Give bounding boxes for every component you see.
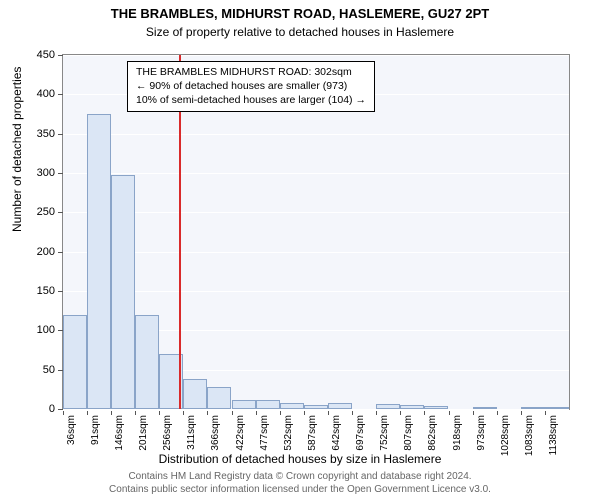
annotation-line: 10% of semi-detached houses are larger (…	[136, 93, 366, 107]
x-axis-label: Distribution of detached houses by size …	[0, 452, 600, 466]
chart-title: THE BRAMBLES, MIDHURST ROAD, HASLEMERE, …	[0, 0, 600, 23]
xtick-label: 862sqm	[427, 415, 438, 451]
ytick-label: 50	[15, 364, 55, 376]
xtick-mark	[424, 411, 425, 415]
xtick-mark	[111, 411, 112, 415]
xtick-mark	[304, 411, 305, 415]
histogram-bar	[87, 114, 111, 409]
histogram-bar	[328, 403, 352, 409]
histogram-bar	[521, 407, 545, 409]
xtick-mark	[183, 411, 184, 415]
histogram-bar	[183, 379, 207, 409]
ytick-label: 0	[15, 403, 55, 415]
ytick-label: 300	[15, 167, 55, 179]
chart-subtitle: Size of property relative to detached ho…	[0, 23, 600, 39]
ytick-mark	[58, 55, 63, 56]
gridline	[63, 291, 569, 292]
histogram-bar	[256, 400, 280, 409]
xtick-mark	[159, 411, 160, 415]
xtick-label: 697sqm	[355, 415, 366, 451]
xtick-mark	[87, 411, 88, 415]
histogram-bar	[376, 404, 400, 410]
annotation-line: ← 90% of detached houses are smaller (97…	[136, 79, 366, 93]
ytick-label: 450	[15, 49, 55, 61]
xtick-label: 422sqm	[235, 415, 246, 451]
histogram-bar	[545, 407, 569, 409]
histogram-bar	[424, 406, 448, 409]
histogram-bar	[111, 175, 135, 409]
xtick-label: 752sqm	[379, 415, 390, 451]
xtick-label: 587sqm	[307, 415, 318, 451]
histogram-bar	[63, 315, 87, 409]
ytick-mark	[58, 409, 63, 410]
ytick-label: 150	[15, 285, 55, 297]
ytick-mark	[58, 252, 63, 253]
xtick-mark	[135, 411, 136, 415]
gridline	[63, 55, 569, 56]
xtick-mark	[328, 411, 329, 415]
ytick-mark	[58, 173, 63, 174]
gridline	[63, 134, 569, 135]
xtick-label: 311sqm	[186, 415, 197, 450]
histogram-bar	[135, 315, 159, 409]
xtick-mark	[280, 411, 281, 415]
xtick-label: 807sqm	[403, 415, 414, 451]
histogram-bar	[473, 407, 497, 409]
plot-wrap: 05010015020025030035040045036sqm91sqm146…	[62, 54, 570, 410]
ytick-mark	[58, 94, 63, 95]
histogram-bar	[232, 400, 256, 409]
histogram-bar	[304, 405, 328, 409]
histogram-bar	[207, 387, 231, 409]
xtick-mark	[63, 411, 64, 415]
xtick-mark	[256, 411, 257, 415]
ytick-label: 100	[15, 324, 55, 336]
xtick-label: 256sqm	[162, 415, 173, 451]
ytick-label: 200	[15, 246, 55, 258]
ytick-mark	[58, 212, 63, 213]
footer-attribution: Contains HM Land Registry data © Crown c…	[0, 471, 600, 496]
ytick-label: 350	[15, 128, 55, 140]
xtick-label: 918sqm	[452, 415, 463, 451]
ytick-mark	[58, 291, 63, 292]
xtick-mark	[352, 411, 353, 415]
xtick-label: 1028sqm	[500, 415, 511, 456]
ytick-mark	[58, 134, 63, 135]
xtick-mark	[545, 411, 546, 415]
annotation-line: THE BRAMBLES MIDHURST ROAD: 302sqm	[136, 65, 366, 79]
gridline	[63, 409, 569, 410]
xtick-label: 36sqm	[66, 415, 77, 445]
ytick-label: 250	[15, 206, 55, 218]
xtick-mark	[376, 411, 377, 415]
xtick-label: 642sqm	[331, 415, 342, 451]
xtick-mark	[449, 411, 450, 415]
xtick-label: 1083sqm	[524, 415, 535, 456]
xtick-label: 201sqm	[138, 415, 149, 451]
xtick-mark	[232, 411, 233, 415]
histogram-bar	[400, 405, 424, 409]
footer-line-2: Contains public sector information licen…	[0, 484, 600, 497]
annotation-box: THE BRAMBLES MIDHURST ROAD: 302sqm← 90% …	[127, 61, 375, 112]
xtick-mark	[473, 411, 474, 415]
chart-container: THE BRAMBLES, MIDHURST ROAD, HASLEMERE, …	[0, 0, 600, 500]
xtick-label: 91sqm	[90, 415, 101, 445]
xtick-label: 532sqm	[283, 415, 294, 451]
xtick-label: 366sqm	[210, 415, 221, 451]
gridline	[63, 173, 569, 174]
xtick-label: 973sqm	[476, 415, 487, 451]
xtick-mark	[497, 411, 498, 415]
xtick-label: 477sqm	[259, 415, 270, 451]
xtick-mark	[521, 411, 522, 415]
xtick-label: 146sqm	[114, 415, 125, 451]
xtick-label: 1138sqm	[548, 415, 559, 455]
gridline	[63, 252, 569, 253]
gridline	[63, 212, 569, 213]
footer-line-1: Contains HM Land Registry data © Crown c…	[0, 471, 600, 484]
plot-area: 05010015020025030035040045036sqm91sqm146…	[62, 54, 570, 410]
xtick-mark	[207, 411, 208, 415]
xtick-mark	[400, 411, 401, 415]
ytick-label: 400	[15, 88, 55, 100]
histogram-bar	[280, 403, 304, 409]
